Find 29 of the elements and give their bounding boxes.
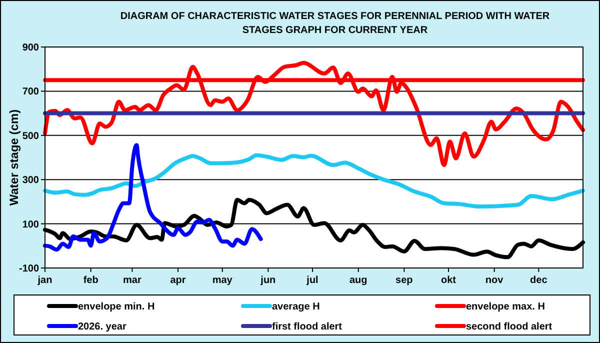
y-tick-label: 100 (22, 219, 40, 230)
y-tick-label: -100 (18, 264, 40, 274)
x-tick-label: jul (306, 275, 319, 286)
legend-label: first flood alert (272, 322, 343, 332)
line-series (43, 60, 585, 168)
x-tick-label: mar (123, 275, 142, 286)
chart-title: DIAGRAM OF CHARACTERISTIC WATER STAGES FOR PERENNIAL PERIOD WITH WATER STAGES GRAPH FOR CURRENT YEAR (120, 11, 550, 36)
legend-label: 2026. year (78, 322, 126, 332)
x-tick-label: aug (349, 275, 368, 286)
legend-label: envelope min. H (78, 302, 155, 312)
x-tick-label: sep (396, 275, 413, 286)
y-tick-label: 700 (22, 86, 40, 98)
line-series (43, 143, 263, 252)
legend-label: second flood alert (466, 322, 553, 332)
y-tick-label: 900 (22, 42, 40, 54)
x-tick-label: nov (485, 275, 504, 286)
x-tick-label: dec (530, 275, 548, 286)
x-tick-label: okt (441, 275, 457, 286)
x-tick-label: apr (170, 275, 186, 286)
legend-label: average H (272, 302, 320, 312)
x-tick-label: feb (83, 275, 98, 286)
x-tick-label: may (212, 275, 233, 286)
x-tick-label: jan (36, 275, 52, 286)
y-axis-title: Water stage (cm) (7, 109, 21, 206)
legend-label: envelope max. H (466, 302, 545, 312)
line-series (43, 153, 585, 209)
y-tick-label: 500 (22, 130, 40, 142)
y-tick-label: 300 (22, 175, 40, 186)
x-tick-label: jun (260, 275, 276, 286)
